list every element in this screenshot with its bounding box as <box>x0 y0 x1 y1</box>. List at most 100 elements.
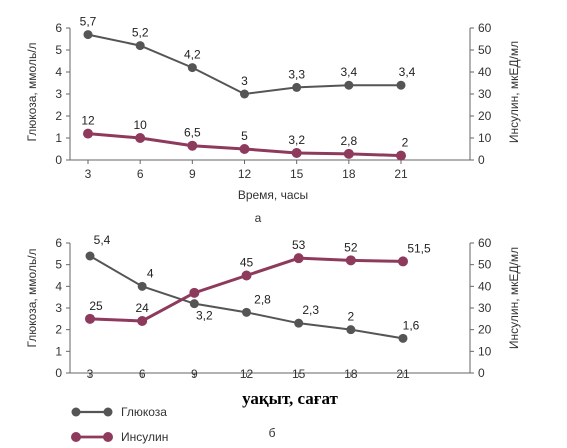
panel-a-y-left-tick-label: 6 <box>55 21 62 35</box>
panel-b-y-left-tick-label: 0 <box>55 366 62 380</box>
panel-b-caption: б <box>269 426 276 440</box>
panel-b-glucose-point <box>294 318 304 328</box>
legend-insulin-marker-end <box>103 432 113 442</box>
panel-a-insulin-point <box>135 133 146 143</box>
panel-b-x-tick-label: 3 <box>87 367 94 381</box>
panel-b-insulin-point <box>293 253 304 264</box>
panel-b-glucose-data-label: 2 <box>347 310 354 324</box>
panel-a-y-right-tick-label: 40 <box>478 65 492 79</box>
legend-item-insulin: Инсулин <box>71 430 168 444</box>
panel-a-y-left-tick-label: 2 <box>55 109 62 123</box>
panel-a-insulin-data-label: 2,8 <box>340 134 357 148</box>
panel-a-glucose-data-label: 3,4 <box>399 65 416 79</box>
panel-b-glucose-data-label: 3,2 <box>196 309 213 323</box>
panel-a-insulin-data-label: 3,2 <box>288 133 305 147</box>
panel-b-data-labels: 5,4 4 3,2 2,8 2,3 2 1,6 25 24 45 53 52 51,5 <box>89 233 431 332</box>
panel-a-glucose-data-label: 4,2 <box>184 48 201 62</box>
panel-b-insulin-point <box>137 316 148 326</box>
legend-item-glucose: Глюкоза <box>71 405 167 419</box>
panel-a-glucose-data-label: 5,2 <box>132 26 149 40</box>
panel-b-insulin-data-label: 45 <box>240 256 254 270</box>
panel-b-x-tick-label: 15 <box>292 367 306 381</box>
panel-b-insulin-point <box>85 313 95 324</box>
panel-b-x-tick-label: 9 <box>191 367 198 381</box>
panel-b-insulin-data-label: 53 <box>292 238 306 252</box>
panel-a-glucose-point <box>396 80 406 90</box>
panel-a-x-tick-label: 15 <box>290 167 304 181</box>
panel-a-y-right-tick-label: 30 <box>478 87 492 101</box>
panel-b-y-left-tick-label: 2 <box>55 323 62 337</box>
panel-a-x-tick-label: 6 <box>137 167 144 181</box>
legend-insulin-marker <box>71 432 81 442</box>
panel-b-y-right-title: Инсулин, мкЕД/мл <box>507 247 521 349</box>
panel-a-y-left-tick-label: 5 <box>55 43 62 57</box>
panel-a-x-tick-label: 18 <box>342 167 356 181</box>
panel-b-insulin-point <box>398 256 408 267</box>
panel-b-glucose-point <box>137 281 147 291</box>
panel-a-insulin-point <box>396 150 406 161</box>
panel-a-glucose-data-label: 5,7 <box>80 15 97 29</box>
panel-b-y-left-tick-label: 4 <box>55 279 62 293</box>
panel-a-glucose-point <box>187 63 197 73</box>
panel-a-x-title: Время, часы <box>238 188 308 202</box>
legend-glucose-label: Глюкоза <box>121 405 167 419</box>
panel-a-x-tick-label: 9 <box>189 167 196 181</box>
panel-a-y-right-tick-label: 60 <box>478 21 492 35</box>
panel-b-y-right-tick-label: 20 <box>478 323 492 337</box>
panel-b-y-right-tick-label: 0 <box>478 366 485 380</box>
panel-b-y-left-tick-label: 5 <box>55 258 62 272</box>
panel-a-glucose-data-label: 3,3 <box>288 67 305 81</box>
panel-b-glucose-point <box>189 299 199 309</box>
panel-a-y-right-tick-label: 20 <box>478 109 492 123</box>
panel-b-glucose-point <box>242 307 251 317</box>
panel-b-y-right-tick-label: 50 <box>478 258 492 272</box>
panel-a-insulin-point <box>343 148 354 159</box>
panel-a-caption: а <box>255 211 262 225</box>
panel-a-insulin-point <box>291 147 302 158</box>
panel-b-glucose-point <box>85 251 95 261</box>
panel-b-y-right-tick-label: 10 <box>478 344 492 358</box>
panel-a-y-left-tick-label: 1 <box>55 131 62 145</box>
panel-b-y-right-tick-label: 60 <box>478 236 492 250</box>
panel-a-y-right-tick-label: 10 <box>478 131 492 145</box>
legend-glucose-marker <box>71 407 81 417</box>
panel-b-y-right-tick-label: 40 <box>478 279 492 293</box>
panel-a-x-tick-label: 21 <box>394 167 408 181</box>
panel-b-x-tick-label: 18 <box>344 367 358 381</box>
panel-a-y-right-tick-label: 0 <box>478 153 485 167</box>
panel-a-lines <box>83 30 406 161</box>
panel-b-x-tick-label: 6 <box>139 367 146 381</box>
panel-b-x-tick-label: 21 <box>396 367 410 381</box>
panel-a-y-left-title: Глюкоза, ммоль/л <box>25 42 39 141</box>
panel-b-insulin-point <box>345 255 356 266</box>
panel-a-insulin-point <box>83 128 93 139</box>
panel-a-insulin-point <box>187 140 198 151</box>
panel-b-glucose-point <box>346 325 356 335</box>
panel-b-y-left-tick-label: 6 <box>55 236 62 250</box>
panel-b-insulin-data-label: 51,5 <box>407 241 431 255</box>
panel-a-insulin-data-label: 2 <box>402 136 409 150</box>
panel-b-glucose-data-label: 2,3 <box>302 303 319 317</box>
panel-a-glucose-data-label: 3,4 <box>340 65 357 79</box>
legend-insulin-label: Инсулин <box>121 430 168 444</box>
panel-b-y-left-tick-label: 3 <box>55 301 62 315</box>
panel-a-insulin-data-label: 6,5 <box>184 126 201 140</box>
panel-a-glucose-point <box>83 30 93 40</box>
panel-a-y-right-tick-label: 50 <box>478 43 492 57</box>
panel-b-x-title: уақыт, сағат <box>242 389 338 408</box>
panel-a-y-left-tick-label: 4 <box>55 65 62 79</box>
panel-b-insulin-data-label: 24 <box>135 301 149 315</box>
panel-a-x-tick-label: 3 <box>85 167 92 181</box>
panel-b-glucose-data-label: 4 <box>147 266 154 280</box>
panel-a-glucose-point <box>292 82 302 92</box>
panel-b-lines <box>85 251 408 343</box>
panel-a-x-tick-label: 12 <box>238 167 252 181</box>
panel-a-y-left-tick-label: 3 <box>55 87 62 101</box>
legend: Глюкоза Инсулин <box>71 405 168 444</box>
panel-b-glucose-data-label: 1,6 <box>403 318 420 332</box>
panel-a-insulin-data-label: 5 <box>241 129 248 143</box>
